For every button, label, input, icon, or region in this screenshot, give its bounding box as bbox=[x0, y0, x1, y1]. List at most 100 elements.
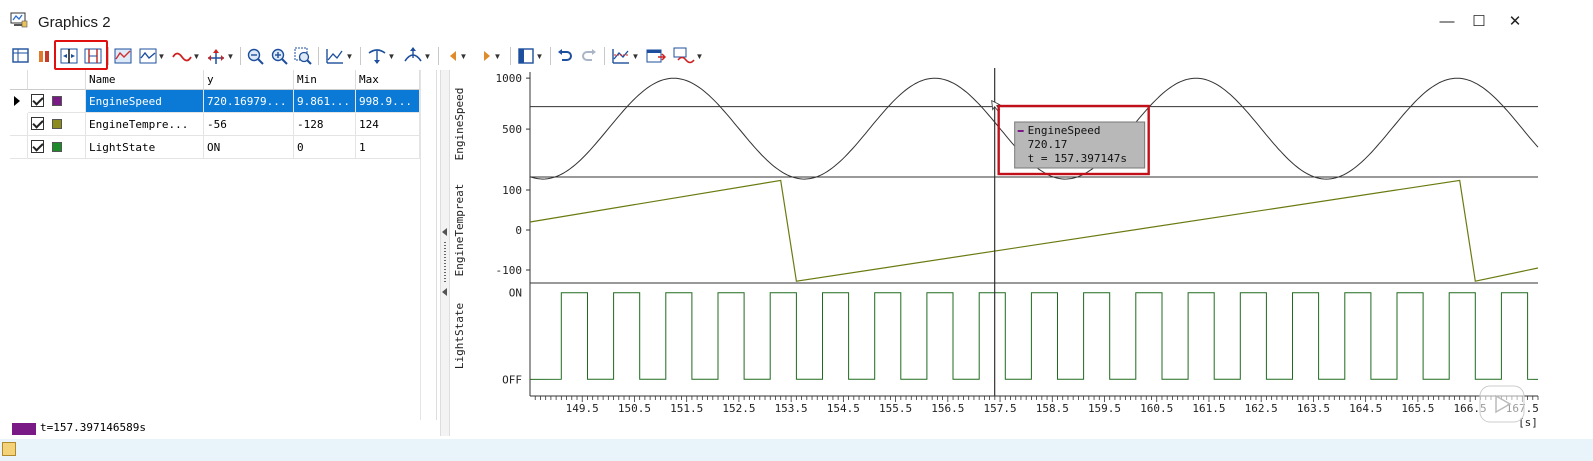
close-button[interactable]: ✕ bbox=[1508, 13, 1522, 30]
y-tick-label: 1000 bbox=[496, 72, 523, 85]
visibility-checkbox[interactable] bbox=[31, 117, 44, 130]
table-row[interactable]: EngineTempre... -56 -128 124 bbox=[10, 113, 420, 136]
x-tick-label: 149.5 bbox=[566, 402, 599, 415]
x-tick-label: 151.5 bbox=[670, 402, 703, 415]
measure-cursors-button[interactable] bbox=[82, 46, 104, 66]
signal-name: EngineTempre... bbox=[86, 113, 204, 136]
collapse-left-icon[interactable] bbox=[442, 288, 447, 296]
y-tick-label: ON bbox=[509, 287, 522, 300]
display-mode-icon bbox=[139, 48, 157, 64]
next-button[interactable]: ▼ bbox=[476, 46, 506, 66]
signal-color-swatch[interactable] bbox=[52, 96, 62, 106]
previous-button[interactable]: ▼ bbox=[442, 46, 472, 66]
signal-value: -56 bbox=[204, 113, 294, 136]
graphics-window-icon bbox=[10, 12, 28, 28]
split-view-button[interactable] bbox=[34, 46, 54, 66]
layout-button[interactable]: ▼ bbox=[514, 46, 546, 66]
table-row[interactable]: LightState ON 0 1 bbox=[10, 136, 420, 159]
taskbar-app-icon[interactable] bbox=[2, 442, 16, 456]
undo-icon bbox=[558, 49, 572, 61]
table-row[interactable]: EngineSpeed 720.16979... 9.861... 998.9.… bbox=[10, 90, 420, 113]
x-tick-label: 156.5 bbox=[931, 402, 964, 415]
highlight-box bbox=[54, 40, 108, 70]
tooltip-highlight-box bbox=[997, 104, 1150, 176]
minimize-button[interactable]: — bbox=[1439, 13, 1455, 30]
cursor-icon bbox=[60, 48, 78, 64]
zoom-out-button[interactable] bbox=[244, 46, 266, 66]
line-style-icon bbox=[171, 52, 192, 62]
fit-button[interactable] bbox=[112, 46, 134, 66]
redo-button[interactable] bbox=[578, 46, 600, 66]
signal-name: EngineSpeed bbox=[86, 90, 204, 113]
signal-min: 9.861... bbox=[294, 90, 356, 113]
x-tick-label: 162.5 bbox=[1245, 402, 1278, 415]
signal-max: 998.9... bbox=[356, 90, 420, 113]
zoom-in-button[interactable] bbox=[268, 46, 290, 66]
split-view-icon bbox=[39, 51, 49, 62]
zoom-region-button[interactable] bbox=[292, 46, 314, 66]
zoom-in-icon bbox=[271, 48, 288, 65]
multi-signal-icon bbox=[673, 47, 695, 64]
x-tick-label: 166.5 bbox=[1454, 402, 1487, 415]
y-tick-label: 0 bbox=[515, 224, 522, 237]
visibility-checkbox[interactable] bbox=[31, 140, 44, 153]
chart-mode-button[interactable]: ▼ bbox=[322, 46, 356, 66]
title-bar: Graphics 2 — ☐ ✕ bbox=[0, 0, 1593, 42]
signal-color-swatch[interactable] bbox=[52, 119, 62, 129]
column-header-max[interactable]: Max bbox=[356, 70, 420, 90]
tooltip-background bbox=[1014, 121, 1146, 169]
collapse-left-icon[interactable] bbox=[442, 228, 447, 236]
pane-splitter[interactable] bbox=[440, 70, 450, 436]
signal-config-icon bbox=[611, 49, 629, 64]
play-icon bbox=[1495, 394, 1512, 414]
select-columns-button[interactable] bbox=[10, 46, 32, 66]
row-indicator-header bbox=[10, 70, 28, 90]
status-color-swatch bbox=[12, 423, 36, 435]
layout-icon bbox=[517, 48, 534, 64]
y-axis-label: LightState bbox=[453, 303, 466, 369]
chart-mode-icon bbox=[325, 49, 343, 64]
display-mode-button[interactable]: ▼ bbox=[136, 46, 168, 66]
signal-color-swatch[interactable] bbox=[52, 142, 62, 152]
multi-signal-button[interactable]: ▼ bbox=[670, 46, 706, 66]
signal-config-button[interactable]: ▼ bbox=[608, 46, 642, 66]
peak-button[interactable]: ▼ bbox=[400, 46, 434, 66]
maximize-button[interactable]: ☐ bbox=[1472, 13, 1486, 30]
tooltip-value: 720.17 bbox=[1028, 138, 1068, 151]
grip-icon bbox=[444, 242, 446, 282]
column-header-min[interactable]: Min bbox=[294, 70, 356, 90]
signal-table: Name y Min Max EngineSpeed 720.16979... … bbox=[10, 70, 437, 436]
play-overlay-button bbox=[1479, 385, 1525, 423]
undo-button[interactable] bbox=[554, 46, 576, 66]
visibility-checkbox[interactable] bbox=[31, 94, 44, 107]
marker-icon bbox=[368, 49, 386, 64]
cursor-button[interactable] bbox=[58, 46, 80, 66]
column-header-name[interactable]: Name bbox=[86, 70, 204, 90]
x-tick-label: 157.5 bbox=[983, 402, 1016, 415]
y-axis-label: EngineTempreat bbox=[453, 184, 466, 277]
x-axis-unit: [s] bbox=[1518, 416, 1538, 429]
x-tick-label: 153.5 bbox=[775, 402, 808, 415]
status-bar: t=157.397146589s bbox=[10, 420, 440, 437]
signal-value: 720.16979... bbox=[204, 90, 294, 113]
y-tick-label: -100 bbox=[496, 264, 523, 277]
fit-icon bbox=[114, 48, 132, 64]
engine-temp-trace bbox=[529, 179, 1539, 282]
next-icon bbox=[483, 51, 490, 61]
column-header-y[interactable]: y bbox=[204, 70, 294, 90]
toolbar: ▼ ▼ ▼ ▼ ▼ ▼ ▼ ▼ ▼ ▼ bbox=[8, 40, 728, 70]
cursor-time-readout: t=157.397146589s bbox=[40, 421, 146, 434]
line-style-button[interactable]: ▼ bbox=[170, 46, 202, 66]
x-tick-label: 164.5 bbox=[1349, 402, 1382, 415]
marker-button[interactable]: ▼ bbox=[364, 46, 398, 66]
current-row-arrow-icon bbox=[14, 96, 20, 106]
redo-icon bbox=[582, 49, 596, 61]
taskbar-strip bbox=[0, 439, 1593, 461]
x-tick-label: 152.5 bbox=[722, 402, 755, 415]
export-button[interactable] bbox=[644, 46, 668, 66]
peak-icon bbox=[403, 47, 422, 62]
signal-min: -128 bbox=[294, 113, 356, 136]
x-tick-label: 161.5 bbox=[1192, 402, 1225, 415]
axis-scale-button[interactable]: ▼ bbox=[204, 46, 236, 66]
